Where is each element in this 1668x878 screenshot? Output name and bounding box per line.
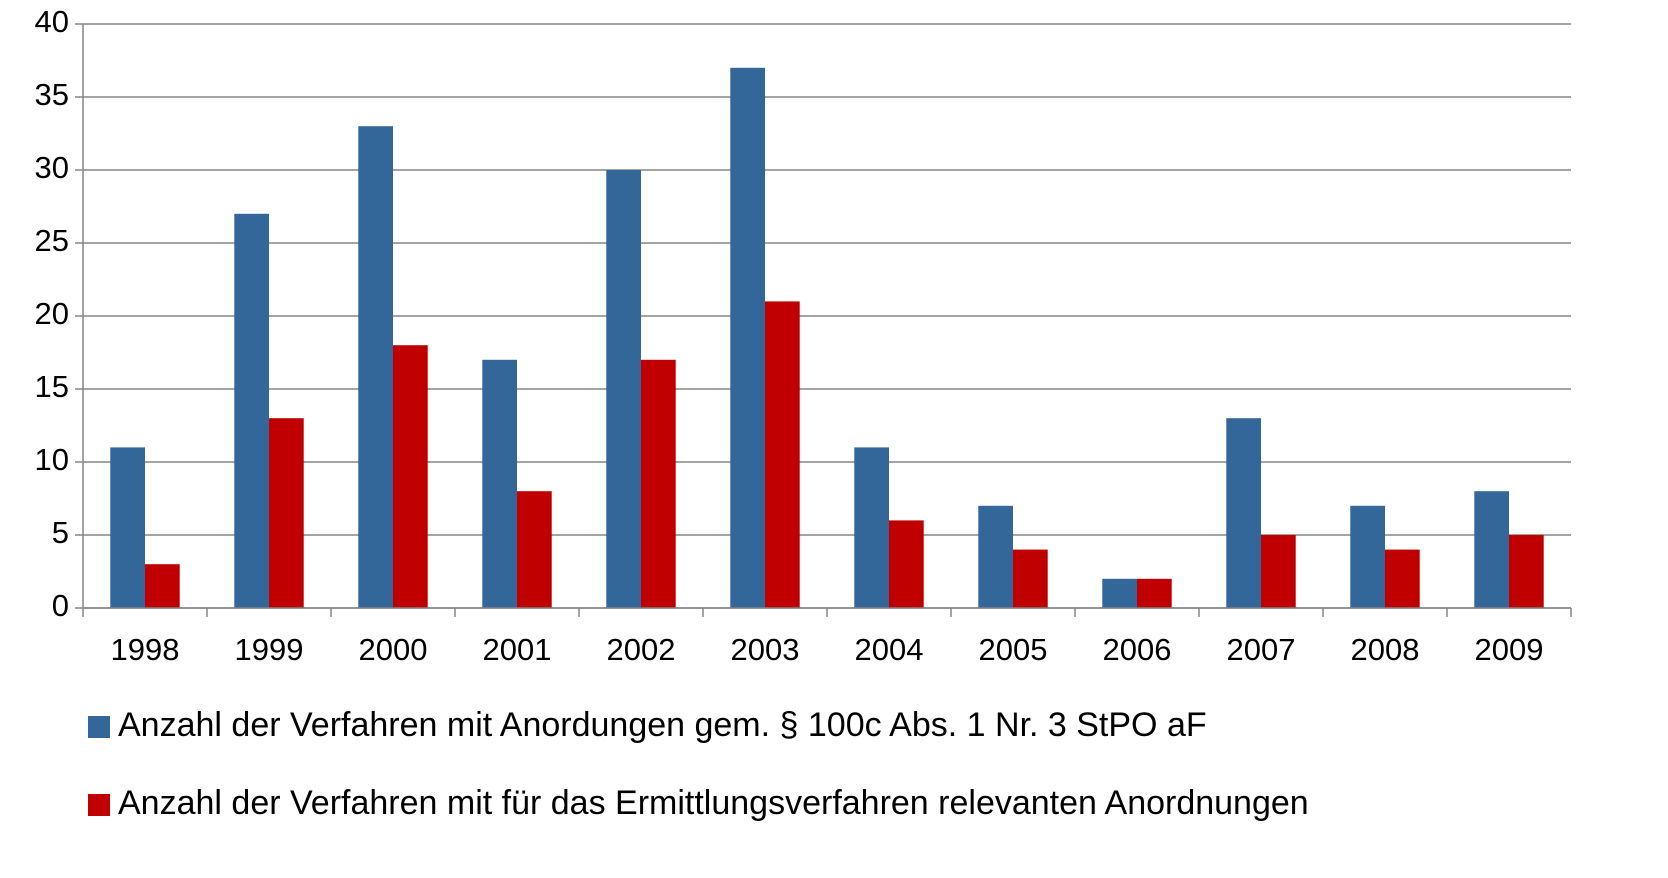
bar: [145, 564, 180, 608]
y-tick-label: 0: [52, 588, 69, 623]
bar: [517, 491, 552, 608]
bar: [1385, 549, 1420, 608]
y-tick-label: 35: [35, 77, 69, 112]
bar: [1102, 578, 1137, 608]
bar: [234, 213, 269, 609]
y-tick-label: 30: [35, 150, 69, 185]
bar: [1261, 535, 1296, 608]
bar: [641, 359, 676, 608]
x-tick-label: 2006: [1103, 632, 1172, 667]
x-tick-label: 2003: [731, 632, 800, 667]
bar: [393, 345, 428, 608]
y-tick-label: 5: [52, 515, 69, 550]
x-tick-label: 2004: [855, 632, 924, 667]
x-tick-label: 2001: [483, 632, 552, 667]
bar: [978, 505, 1013, 608]
bar: [1226, 418, 1261, 608]
y-tick-label: 15: [35, 369, 69, 404]
x-tick-label: 2000: [359, 632, 428, 667]
legend-swatch: [88, 716, 110, 738]
bar: [1474, 491, 1509, 608]
y-tick-label: 25: [35, 223, 69, 258]
bar: [889, 520, 924, 608]
x-tick-label: 1998: [111, 632, 180, 667]
bar: [358, 126, 393, 608]
legend-label: Anzahl der Verfahren mit für das Ermittl…: [118, 784, 1309, 822]
bar: [730, 67, 765, 609]
x-tick-label: 2008: [1351, 632, 1420, 667]
bar: [1137, 578, 1172, 608]
y-tick-label: 20: [35, 296, 69, 331]
bar: [1350, 505, 1385, 608]
x-tick-label: 2007: [1227, 632, 1296, 667]
legend-label: Anzahl der Verfahren mit Anordungen gem.…: [118, 706, 1207, 744]
bar: [1509, 535, 1544, 608]
y-tick-label: 10: [35, 442, 69, 477]
x-tick-label: 2009: [1475, 632, 1544, 667]
y-tick-label: 40: [35, 4, 69, 39]
bar: [606, 170, 641, 608]
x-tick-label: 1999: [235, 632, 304, 667]
bar: [482, 359, 517, 608]
legend-swatch: [88, 794, 110, 816]
bar: [269, 418, 304, 608]
x-tick-label: 2002: [607, 632, 676, 667]
x-tick-label: 2005: [979, 632, 1048, 667]
bar: [1013, 549, 1048, 608]
bar: [765, 301, 800, 608]
bar: [854, 447, 889, 608]
bar: [110, 447, 145, 608]
